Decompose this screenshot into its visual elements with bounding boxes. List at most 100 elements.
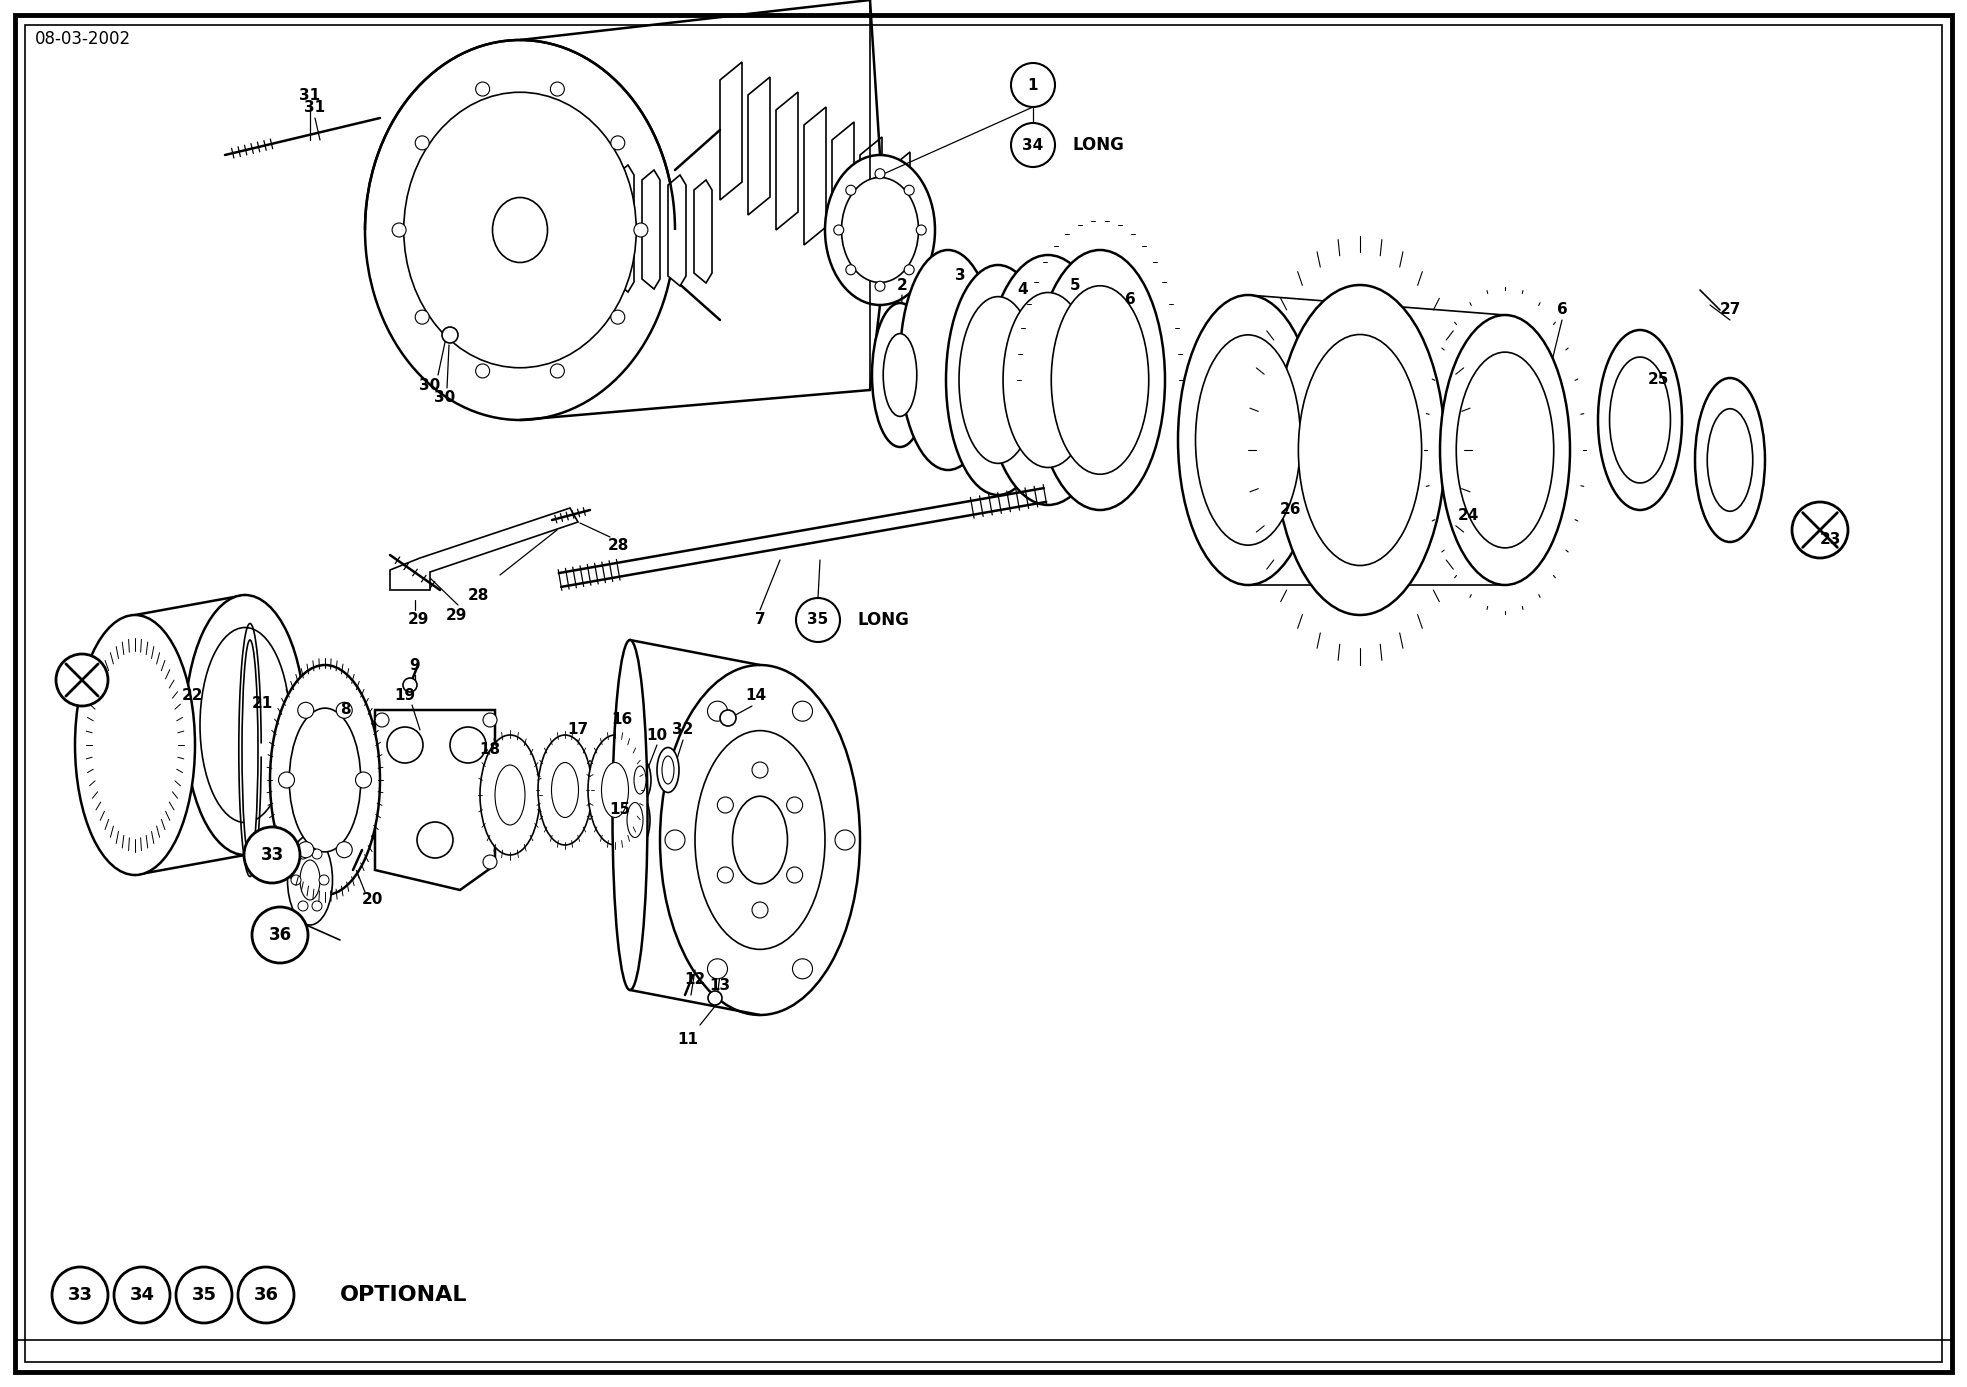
Circle shape [787, 867, 803, 884]
Text: 31: 31 [299, 87, 321, 103]
Ellipse shape [871, 302, 928, 447]
Text: 13: 13 [710, 978, 730, 993]
Circle shape [875, 282, 885, 291]
Text: 19: 19 [395, 688, 415, 702]
Polygon shape [616, 165, 633, 293]
Circle shape [238, 1266, 293, 1323]
Circle shape [917, 225, 926, 234]
Circle shape [291, 875, 301, 885]
Ellipse shape [1707, 409, 1753, 512]
Circle shape [787, 798, 803, 813]
Circle shape [356, 773, 372, 788]
Text: 16: 16 [612, 713, 633, 728]
Circle shape [313, 902, 323, 911]
Text: 25: 25 [1646, 373, 1668, 387]
Circle shape [415, 311, 429, 325]
Ellipse shape [1696, 379, 1764, 542]
Text: 2: 2 [897, 277, 907, 293]
Text: 28: 28 [608, 538, 629, 552]
Circle shape [905, 186, 915, 196]
Text: 1: 1 [1027, 78, 1039, 93]
Circle shape [297, 702, 315, 718]
Text: 27: 27 [1719, 302, 1741, 318]
Ellipse shape [633, 766, 645, 793]
Ellipse shape [1440, 315, 1570, 585]
Text: 5: 5 [1070, 277, 1080, 293]
Text: 18: 18 [480, 742, 500, 757]
Ellipse shape [960, 297, 1037, 463]
Ellipse shape [403, 93, 635, 368]
Text: LONG: LONG [858, 612, 909, 628]
Circle shape [297, 849, 309, 859]
Text: 33: 33 [260, 846, 283, 864]
Polygon shape [777, 92, 799, 230]
Ellipse shape [629, 757, 651, 803]
Text: 3: 3 [954, 268, 966, 283]
Polygon shape [832, 122, 854, 259]
Polygon shape [641, 171, 661, 288]
Polygon shape [669, 175, 686, 286]
Circle shape [336, 842, 352, 857]
Ellipse shape [602, 763, 629, 817]
Circle shape [875, 169, 885, 179]
Ellipse shape [663, 756, 675, 784]
Ellipse shape [1196, 334, 1300, 545]
Circle shape [476, 363, 490, 377]
Circle shape [387, 727, 423, 763]
Ellipse shape [842, 178, 919, 283]
Text: 14: 14 [745, 688, 767, 702]
Polygon shape [590, 160, 608, 295]
Circle shape [391, 223, 405, 237]
Ellipse shape [301, 860, 321, 900]
Text: 30: 30 [419, 377, 441, 393]
Circle shape [612, 311, 626, 325]
Text: 17: 17 [566, 723, 588, 738]
Circle shape [443, 327, 458, 343]
Circle shape [175, 1266, 232, 1323]
Circle shape [415, 136, 429, 150]
Circle shape [793, 958, 812, 979]
Circle shape [51, 1266, 108, 1323]
Ellipse shape [1275, 284, 1446, 614]
Polygon shape [805, 107, 826, 245]
Text: 7: 7 [755, 613, 765, 627]
Circle shape [551, 82, 565, 96]
Circle shape [450, 727, 486, 763]
Ellipse shape [269, 664, 380, 895]
Polygon shape [694, 180, 712, 283]
Circle shape [834, 225, 844, 234]
Polygon shape [720, 62, 742, 200]
Ellipse shape [242, 639, 258, 860]
Text: 6: 6 [1556, 302, 1568, 318]
Text: 26: 26 [1279, 502, 1300, 517]
Polygon shape [376, 710, 496, 890]
Ellipse shape [732, 796, 787, 884]
Text: 33: 33 [67, 1286, 92, 1304]
Text: 08-03-2002: 08-03-2002 [35, 31, 132, 49]
Ellipse shape [480, 735, 541, 854]
Circle shape [846, 186, 856, 196]
Ellipse shape [657, 748, 679, 792]
Circle shape [551, 363, 565, 377]
Text: LONG: LONG [1072, 136, 1123, 154]
Ellipse shape [1609, 356, 1670, 483]
Circle shape [1011, 62, 1054, 107]
Circle shape [313, 849, 323, 859]
Circle shape [718, 867, 734, 884]
Circle shape [718, 798, 734, 813]
Circle shape [252, 907, 309, 963]
Circle shape [297, 902, 309, 911]
Circle shape [846, 265, 856, 275]
Ellipse shape [824, 155, 934, 305]
Circle shape [633, 223, 647, 237]
Text: 12: 12 [685, 972, 706, 988]
Text: 35: 35 [191, 1286, 216, 1304]
Text: 29: 29 [407, 613, 429, 627]
Circle shape [793, 702, 812, 721]
Circle shape [1792, 502, 1849, 558]
Ellipse shape [1050, 286, 1149, 474]
Circle shape [297, 842, 315, 857]
Circle shape [376, 713, 389, 727]
Text: 15: 15 [610, 803, 631, 817]
Ellipse shape [946, 265, 1050, 495]
